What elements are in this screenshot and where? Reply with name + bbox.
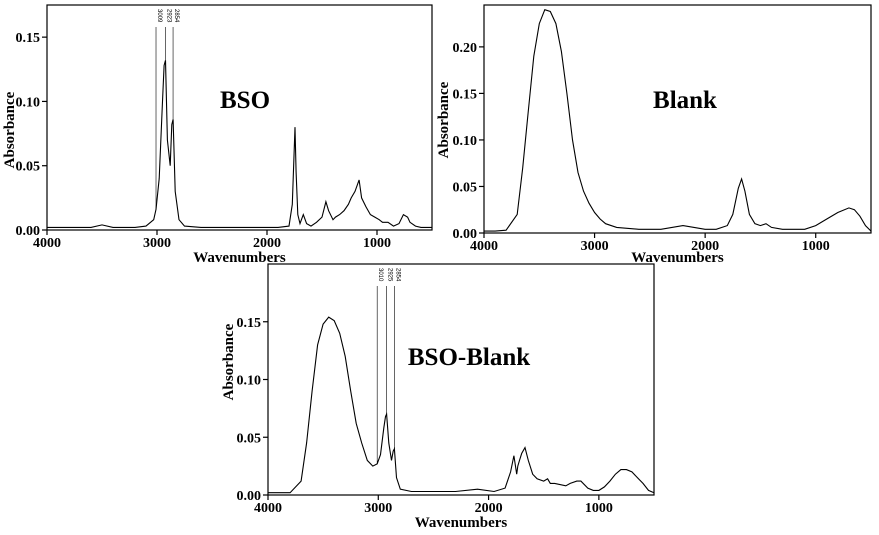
- x-tick-label: 1000: [585, 501, 613, 516]
- peak-label: 3010: [377, 268, 383, 282]
- x-axis-label: Wavenumbers: [631, 250, 724, 266]
- x-tick-label: 2000: [475, 501, 503, 516]
- x-tick-label: 3000: [581, 239, 609, 254]
- y-tick-label: 0.00: [16, 224, 41, 239]
- panel-title: Blank: [653, 87, 717, 114]
- y-tick-label: 0.10: [453, 134, 478, 149]
- y-axis-label: Absorbance: [436, 81, 452, 158]
- x-axis-label: Wavenumbers: [415, 515, 508, 531]
- plot-frame: [46, 4, 433, 231]
- peak-label: 3009: [156, 9, 162, 23]
- y-tick-label: 0.15: [16, 31, 41, 46]
- plot-frame: [483, 4, 872, 234]
- y-tick-label: 0.00: [237, 489, 262, 504]
- peak-label: 2854: [394, 268, 400, 282]
- y-tick-label: 0.05: [237, 431, 262, 446]
- y-tick-label: 0.15: [453, 87, 478, 102]
- spectrum-line: [268, 316, 655, 494]
- panel-title: BSO-Blank: [408, 344, 530, 371]
- y-axis-label: Absorbance: [221, 323, 237, 400]
- x-tick-label: 1000: [363, 236, 391, 251]
- y-tick-label: 0.10: [237, 374, 262, 389]
- peak-label: 2854: [173, 9, 179, 23]
- y-tick-label: 0.15: [237, 316, 262, 331]
- x-axis-label: Wavenumbers: [193, 250, 286, 266]
- panel-title: BSO: [220, 87, 270, 114]
- y-tick-label: 0.20: [453, 41, 478, 56]
- y-tick-label: 0.05: [453, 180, 478, 195]
- x-tick-label: 3000: [143, 236, 171, 251]
- spectrum-line: [484, 9, 872, 232]
- x-tick-label: 2000: [691, 239, 719, 254]
- panel-bso-blank: 0.00 0.05 0.10 0.15 4000 3000 2000 1000 Wavenumb…: [221, 263, 655, 531]
- x-tick-label: 1000: [802, 239, 830, 254]
- panel-blank: 0.00 0.05 0.10 0.15 0.20 4000 3000 2000 1000 Wave…: [436, 4, 872, 266]
- peak-label: 2923: [165, 9, 171, 23]
- x-tick-label: 3000: [364, 501, 392, 516]
- x-tick-label: 4000: [33, 236, 61, 251]
- x-tick-label: 4000: [254, 501, 282, 516]
- y-axis-label: Absorbance: [2, 91, 18, 168]
- y-tick-label: 0.10: [16, 95, 41, 110]
- plot-frame: [267, 263, 655, 496]
- spectrum-line: [47, 60, 432, 228]
- x-tick-label: 4000: [470, 239, 498, 254]
- y-tick-label: 0.00: [453, 227, 478, 242]
- peak-label: 2925: [387, 268, 393, 282]
- x-tick-label: 2000: [253, 236, 281, 251]
- panel-bso: 0.00 0.05 0.10 0.15 4000 3000 2000 1000 Wavenumb…: [2, 4, 433, 266]
- y-tick-label: 0.05: [16, 160, 41, 175]
